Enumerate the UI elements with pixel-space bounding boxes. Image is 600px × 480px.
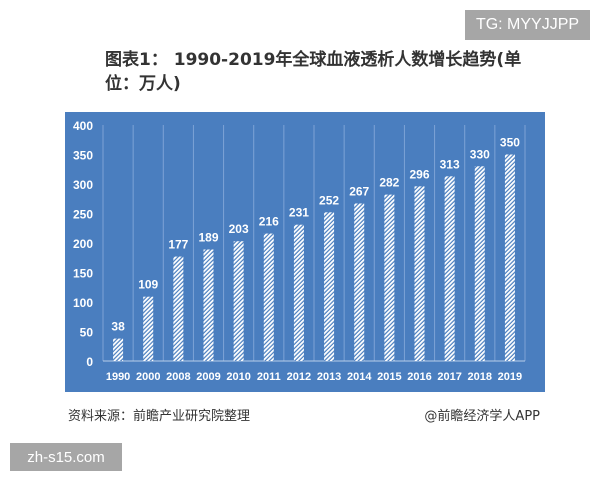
y-tick-label: 50: [80, 326, 94, 340]
bar: [324, 212, 335, 361]
bar: [143, 296, 154, 361]
watermark-bottom: zh-s15.com: [10, 443, 122, 471]
x-tick-label: 2000: [136, 371, 160, 383]
bar: [173, 256, 184, 361]
data-label: 296: [409, 167, 429, 181]
x-tick-label: 2010: [226, 371, 250, 383]
x-tick-label: 2015: [377, 371, 401, 383]
y-tick-label: 0: [86, 355, 93, 369]
bar: [203, 249, 214, 361]
data-label: 38: [111, 320, 125, 334]
data-label: 282: [379, 176, 399, 190]
publisher-note: @前瞻经济学人APP: [424, 409, 540, 424]
y-tick-label: 200: [73, 237, 93, 251]
y-tick-label: 350: [73, 149, 93, 163]
source-note: 资料来源：前瞻产业研究院整理: [68, 409, 251, 424]
x-tick-label: 2018: [468, 371, 492, 383]
x-tick-label: 2019: [498, 371, 522, 383]
bar: [414, 186, 425, 361]
bar: [504, 154, 515, 361]
data-label: 231: [289, 206, 309, 220]
x-tick-label: 2012: [287, 371, 311, 383]
data-label: 330: [470, 147, 490, 161]
bar: [233, 241, 244, 361]
y-tick-label: 400: [73, 119, 93, 133]
x-tick-label: 1990: [106, 371, 130, 383]
bar: [113, 338, 124, 361]
x-tick-label: 2017: [437, 371, 461, 383]
y-tick-label: 100: [73, 296, 93, 310]
x-tick-label: 2013: [317, 371, 341, 383]
data-label: 177: [168, 238, 188, 252]
chart-title: 图表1： 1990-2019年全球血液透析人数增长趋势(单位：万人): [105, 50, 522, 94]
bar: [263, 233, 274, 361]
data-label: 313: [440, 157, 460, 171]
data-label: 189: [198, 230, 218, 244]
bar: [384, 194, 395, 361]
chart-area: 0 50 100 150 200 250 300 350 400 38 1990 109 2000 177…: [65, 112, 545, 392]
bar: [474, 166, 485, 361]
y-tick-label: 250: [73, 208, 93, 222]
data-label: 252: [319, 193, 339, 207]
x-tick-label: 2008: [166, 371, 190, 383]
bar-chart: 0 50 100 150 200 250 300 350 400 38 1990 109 2000 177…: [73, 119, 526, 383]
data-label: 267: [349, 184, 369, 198]
x-tick-label: 2014: [347, 371, 372, 383]
y-tick-label: 150: [73, 267, 93, 281]
x-tick-label: 2016: [407, 371, 431, 383]
bar: [444, 176, 455, 361]
bar: [293, 224, 304, 361]
data-label: 109: [138, 278, 158, 292]
x-tick-label: 2011: [257, 371, 281, 383]
data-label: 203: [229, 222, 249, 236]
x-tick-label: 2009: [196, 371, 220, 383]
bar: [354, 203, 365, 361]
data-label: 350: [500, 136, 520, 150]
data-label: 216: [259, 215, 279, 229]
y-tick-label: 300: [73, 178, 93, 192]
watermark-top: TG: MYYJJPP: [465, 10, 590, 40]
